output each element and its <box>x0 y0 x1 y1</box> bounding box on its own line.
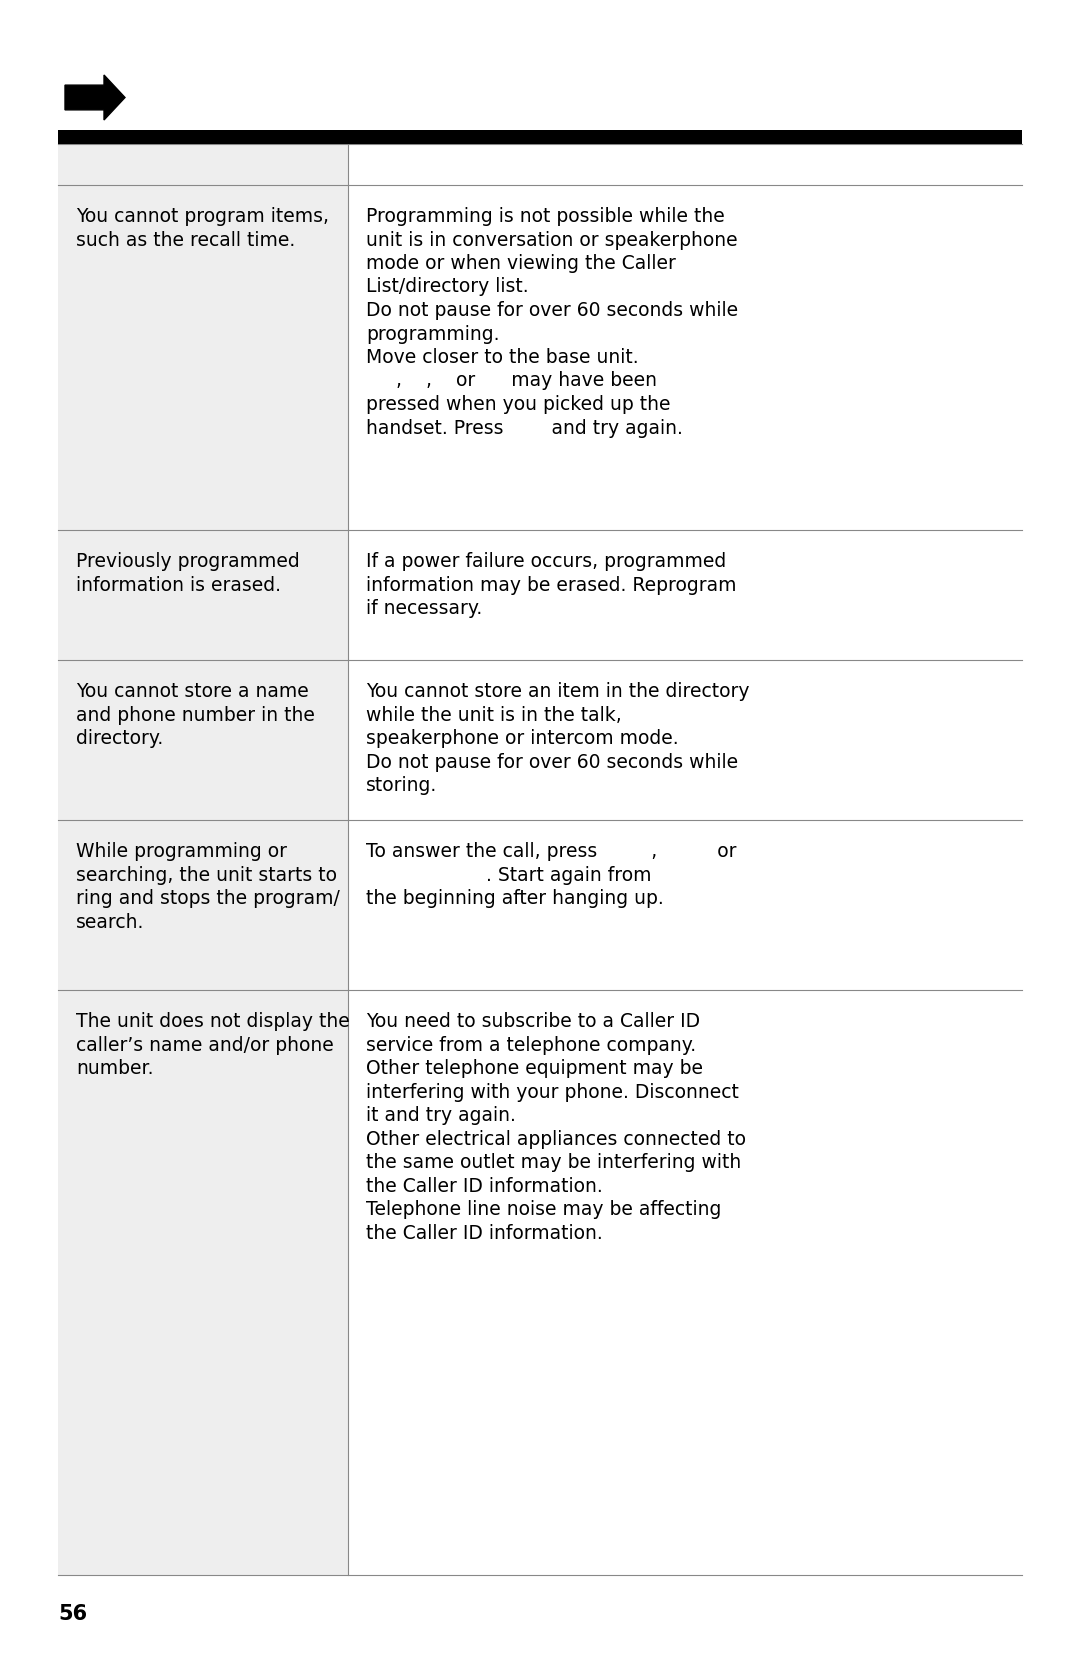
Text: To answer the call, press         ,          or
                    . Start agai: To answer the call, press , or . Start a… <box>366 841 737 908</box>
Text: If a power failure occurs, programmed
information may be erased. Reprogram
if ne: If a power failure occurs, programmed in… <box>366 552 737 618</box>
Text: While programming or
searching, the unit starts to
ring and stops the program/
s: While programming or searching, the unit… <box>76 841 340 931</box>
Text: Previously programmed
information is erased.: Previously programmed information is era… <box>76 552 300 594</box>
Text: You need to subscribe to a Caller ID
service from a telephone company.
Other tel: You need to subscribe to a Caller ID ser… <box>366 1011 746 1242</box>
Text: You cannot program items,
such as the recall time.: You cannot program items, such as the re… <box>76 207 329 249</box>
Bar <box>58 130 1022 144</box>
Bar <box>58 990 348 1576</box>
Text: 56: 56 <box>58 1604 87 1624</box>
Bar <box>58 659 348 819</box>
Bar <box>58 531 348 659</box>
Text: You cannot store an item in the directory
while the unit is in the talk,
speaker: You cannot store an item in the director… <box>366 683 750 794</box>
Bar <box>58 819 348 990</box>
Bar <box>58 144 348 185</box>
Polygon shape <box>65 75 125 120</box>
Bar <box>58 185 348 531</box>
Text: You cannot store a name
and phone number in the
directory.: You cannot store a name and phone number… <box>76 683 315 748</box>
Text: Programming is not possible while the
unit is in conversation or speakerphone
mo: Programming is not possible while the un… <box>366 207 738 437</box>
Text: The unit does not display the
caller’s name and/or phone
number.: The unit does not display the caller’s n… <box>76 1011 350 1078</box>
